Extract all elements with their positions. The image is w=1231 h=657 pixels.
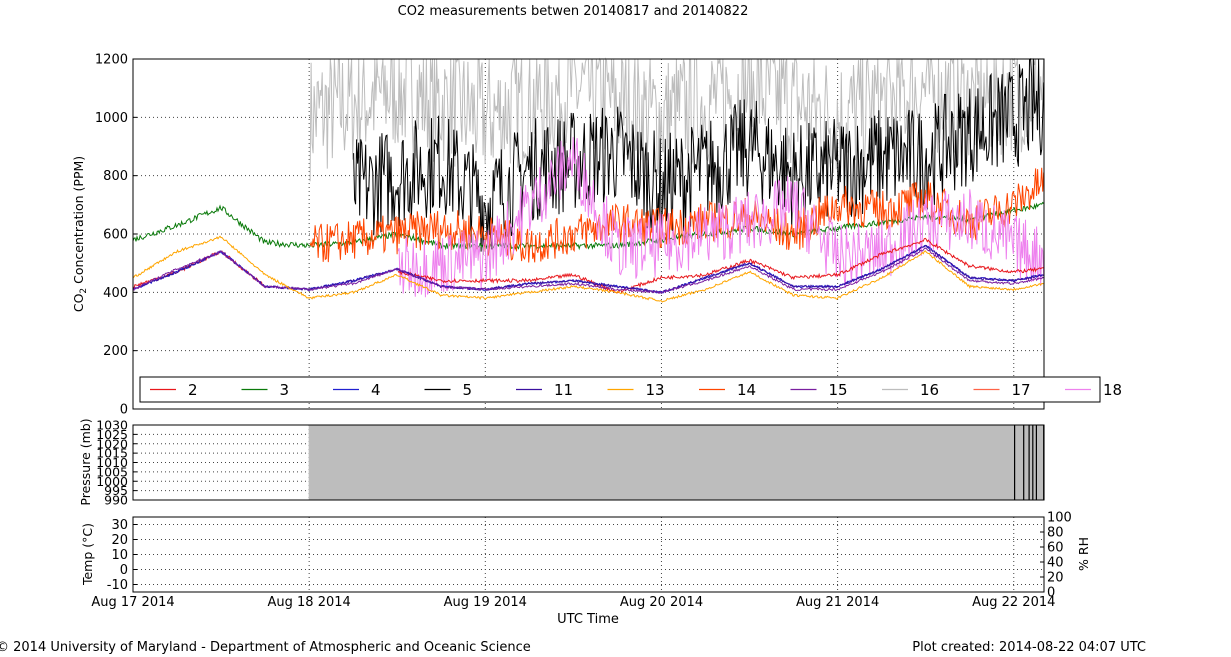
y-tick-label: 200 (103, 344, 128, 359)
pressure-series-16 (310, 425, 1044, 500)
footer-plot-created: Plot created: 2014-08-22 04:07 UTC (912, 640, 1146, 655)
y-tick-label: 20 (111, 533, 128, 548)
co2-legend: 2 3 4 5 11 13 14 15 16 17 18 (140, 377, 1122, 402)
y-tick-label: 1200 (95, 53, 128, 68)
y-tick-label: 30 (111, 518, 128, 533)
y-tick-label: 1030 (96, 418, 128, 433)
co2-series-layer (133, 59, 1044, 302)
legend-label-2: 2 (188, 381, 198, 399)
legend-label-3: 3 (280, 381, 290, 399)
temp-y-axis-label: Temp (°C) (80, 523, 95, 586)
x-tick-labels: Aug 17 2014 Aug 18 2014 Aug 19 2014 Aug 20 … (91, 595, 1055, 610)
legend-label-16: 16 (920, 381, 939, 399)
legend-label-5: 5 (463, 381, 473, 399)
x-tick-label: Aug 22 2014 (972, 595, 1055, 610)
x-tick-label: Aug 20 2014 (620, 595, 703, 610)
legend-label-18: 18 (1103, 381, 1122, 399)
temp-gridlines (133, 517, 1044, 592)
legend-label-11: 11 (554, 381, 573, 399)
y-tick-label: 100 (1047, 511, 1072, 526)
y-tick-label: 80 (1047, 526, 1064, 541)
pressure-series-layer (310, 425, 1044, 500)
y-tick-label: 40 (1047, 556, 1064, 571)
x-tick-label: Aug 17 2014 (91, 595, 174, 610)
x-tick-label: Aug 19 2014 (444, 595, 527, 610)
footer-copyright: © 2014 University of Maryland - Departme… (0, 640, 531, 655)
legend-label-15: 15 (829, 381, 848, 399)
y-tick-label: -10 (107, 578, 128, 593)
y-tick-label: 60 (1047, 541, 1064, 556)
x-axis-label: UTC Time (557, 612, 619, 627)
co2-gridlines (133, 59, 1044, 409)
y-tick-label: 20 (1047, 571, 1064, 586)
y-tick-label: 600 (103, 228, 128, 243)
legend-label-17: 17 (1012, 381, 1031, 399)
x-tick-label: Aug 21 2014 (796, 595, 879, 610)
x-tick-label: Aug 18 2014 (268, 595, 351, 610)
legend-label-4: 4 (371, 381, 381, 399)
co2-y-axis-label: CO2 Concentration (PPM) (71, 156, 89, 312)
y-tick-label: 400 (103, 286, 128, 301)
y-tick-label: 10 (111, 548, 128, 563)
pressure-y-axis-label: Pressure (mb) (78, 418, 93, 505)
y-tick-label: 1000 (95, 111, 128, 126)
y-tick-label: 0 (120, 403, 128, 418)
chart-title: CO2 measurements betwen 20140817 and 201… (398, 4, 749, 19)
rh-y-axis-label: % RH (1076, 537, 1091, 571)
legend-label-14: 14 (737, 381, 756, 399)
legend-label-13: 13 (646, 381, 665, 399)
y-tick-label: 0 (120, 563, 128, 578)
y-tick-label: 800 (103, 169, 128, 184)
co2-y-ticks: 0 200 400 600 800 1000 1200 (95, 53, 137, 418)
